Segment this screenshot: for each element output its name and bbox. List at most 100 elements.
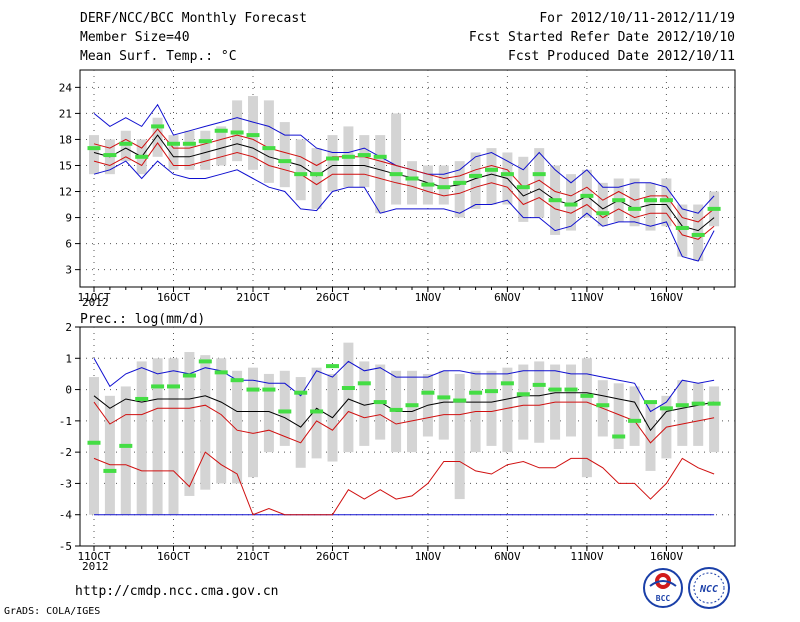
- temperature-member-box: [248, 96, 258, 170]
- precipitation-member-box: [359, 361, 370, 446]
- fcst-produced-date: Fcst Produced Date 2012/10/11: [508, 49, 735, 64]
- temperature-member-box: [629, 178, 640, 227]
- temperature-observed-marker: [532, 172, 546, 177]
- temperature-member-box: [438, 165, 449, 205]
- temperature-observed-marker: [707, 206, 721, 211]
- precipitation-ytick-label: -1: [59, 415, 72, 428]
- precipitation-observed-marker: [548, 387, 562, 392]
- temperature-panel: 3 6 9 12 15 18 21 24 11OCT 16OCT 21OCT 26OCT 1NOV 6N…: [59, 69, 736, 309]
- precipitation-observed-marker: [453, 398, 467, 403]
- precipitation-member-box: [645, 402, 656, 471]
- precipitation-member-box: [279, 370, 290, 446]
- temperature-member-box: [152, 117, 163, 157]
- temperature-observed-marker: [373, 154, 387, 159]
- precipitation-member-box: [232, 370, 243, 484]
- precipitation-observed-marker: [628, 418, 642, 423]
- precipitation-member-box: [216, 358, 227, 484]
- precipitation-member-box: [89, 377, 99, 515]
- temperature-observed-markers: [87, 124, 721, 237]
- precipitation-observed-marker: [389, 407, 403, 412]
- precipitation-member-box: [581, 358, 592, 478]
- precipitation-member-box: [104, 395, 115, 515]
- precip-title: Prec.: log(mm/d): [80, 312, 205, 327]
- temperature-observed-marker: [469, 173, 483, 178]
- precipitation-xtick-label: 11OCT: [77, 550, 110, 563]
- figure-title: DERF/NCC/BCC Monthly Forecast: [80, 11, 307, 26]
- temperature-lower-pct-line: [93, 142, 715, 240]
- temperature-observed-marker: [612, 198, 626, 203]
- precipitation-observed-marker: [262, 387, 276, 392]
- temperature-member-box: [597, 182, 608, 227]
- precipitation-member-box: [184, 352, 195, 496]
- temperature-ytick-label: 6: [65, 238, 72, 251]
- precipitation-observed-marker: [437, 395, 451, 400]
- precipitation-member-box: [709, 386, 720, 453]
- temperature-observed-marker: [500, 172, 514, 177]
- temperature-xtick-label: 11NOV: [570, 291, 603, 304]
- precipitation-observed-marker: [675, 403, 689, 408]
- temperature-year-label: 2012: [82, 296, 109, 309]
- precipitation-xtick-label: 26OCT: [316, 550, 349, 563]
- temperature-xtick-label: 16NOV: [650, 291, 683, 304]
- temperature-member-box: [454, 161, 465, 218]
- precipitation-y-axis: -5 -4 -3 -2 -1 0 1 2: [59, 321, 80, 553]
- temperature-observed-marker: [691, 232, 705, 237]
- precipitation-observed-marker: [278, 409, 292, 414]
- temperature-ytick-label: 12: [59, 186, 72, 199]
- precipitation-member-box: [566, 364, 576, 437]
- precipitation-observed-marker: [691, 401, 705, 406]
- precipitation-observed-marker: [564, 387, 578, 392]
- temperature-observed-marker: [214, 128, 228, 133]
- temperature-member-box: [693, 204, 704, 261]
- temperature-ytick-label: 3: [65, 264, 72, 277]
- temperature-member-box: [359, 135, 370, 188]
- precipitation-observed-marker: [230, 378, 244, 383]
- precipitation-member-box: [343, 342, 354, 453]
- precipitation-observed-marker: [707, 401, 721, 406]
- temperature-xtick-label: 26OCT: [316, 291, 349, 304]
- temperature-ytick-label: 21: [59, 107, 72, 120]
- precipitation-observed-marker: [103, 468, 117, 473]
- precipitation-year-label: 2012: [82, 560, 109, 573]
- temperature-observed-marker: [580, 193, 594, 198]
- temperature-observed-marker: [485, 167, 498, 172]
- precipitation-ytick-label: -4: [59, 509, 73, 522]
- bcc-logo-text: BCC: [656, 594, 671, 603]
- precipitation-observed-marker: [612, 434, 626, 439]
- precipitation-member-box: [248, 367, 258, 478]
- precipitation-member-box: [629, 386, 640, 446]
- precipitation-observed-marker: [151, 384, 165, 389]
- temperature-y-axis: 3 6 9 12 15 18 21 24: [59, 81, 80, 277]
- temperature-observed-marker: [357, 153, 371, 158]
- temperature-mean-line: [93, 134, 715, 232]
- precipitation-xtick-label: 6NOV: [494, 550, 521, 563]
- temperature-xtick-label: 6NOV: [494, 291, 521, 304]
- member-size: Member Size=40: [80, 30, 190, 45]
- precipitation-ytick-label: 1: [65, 352, 72, 365]
- precipitation-lower-pct-line: [93, 451, 715, 516]
- precipitation-member-box: [613, 383, 624, 450]
- temperature-member-box: [200, 130, 211, 170]
- precipitation-member-box: [518, 364, 529, 440]
- grads-credit: GrADS: COLA/IGES: [4, 606, 100, 617]
- footer-url: http://cmdp.ncc.cma.gov.cn: [75, 584, 279, 599]
- temperature-xtick-label: 21OCT: [236, 291, 269, 304]
- precipitation-observed-marker: [87, 440, 101, 445]
- temperature-observed-marker: [644, 198, 657, 203]
- precipitation-observed-marker: [659, 406, 673, 411]
- precipitation-observed-marker: [500, 381, 514, 386]
- temperature-member-box: [375, 135, 386, 214]
- temperature-observed-marker: [326, 156, 339, 161]
- precipitation-observed-marker: [516, 392, 530, 397]
- precipitation-member-box: [677, 380, 688, 446]
- temperature-observed-marker: [310, 172, 324, 177]
- temperature-ytick-label: 18: [59, 133, 72, 146]
- temperature-min-line: [93, 160, 715, 262]
- precipitation-member-box: [152, 358, 163, 515]
- precipitation-observed-marker: [357, 381, 371, 386]
- temperature-member-box: [470, 152, 481, 209]
- precipitation-member-box: [263, 373, 274, 453]
- temperature-member-box: [407, 161, 417, 205]
- precipitation-observed-marker: [644, 400, 657, 405]
